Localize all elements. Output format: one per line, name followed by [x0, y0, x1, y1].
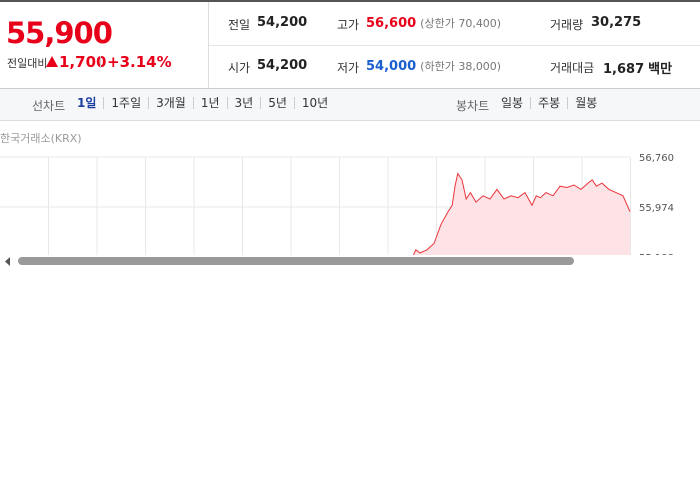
- period-tab[interactable]: 5년: [260, 97, 294, 109]
- stat-label: 시가: [228, 61, 251, 75]
- y-tick-label: 55,188: [639, 253, 674, 255]
- candle-tabs: 일봉 주봉 월봉: [494, 97, 604, 109]
- stat-value: 56,600: [366, 16, 417, 31]
- period-tab[interactable]: 1주일: [103, 97, 148, 109]
- stat-value-row: 54,200: [257, 58, 307, 73]
- top-border: [0, 0, 700, 2]
- stat-value: 54,200: [257, 15, 308, 30]
- stat-label: 고가: [337, 18, 360, 32]
- stat-value-row: 54,000 (하한가 38,000): [366, 58, 501, 74]
- period-tabs: 1일 1주일 3개월 1년 3년 5년 10년: [70, 97, 335, 109]
- stat-label: 저가: [337, 61, 360, 75]
- stat-value: 30,275: [591, 15, 642, 30]
- period-tab[interactable]: 3개월: [148, 97, 193, 109]
- divider: [209, 45, 700, 46]
- change: 1,700: [59, 53, 107, 71]
- period-tab[interactable]: 1일: [77, 96, 97, 110]
- change-pct: +3.14%: [107, 53, 172, 71]
- price-line: [412, 172, 631, 255]
- change-label: 전일대비: [7, 57, 48, 70]
- scroll-left[interactable]: [4, 257, 12, 266]
- y-tick-label: 55,974: [639, 203, 674, 214]
- chart: 56,760 55,974 55,188: [0, 153, 674, 255]
- stat-value: 1,687: [603, 62, 645, 77]
- stat-label: 거래대금: [550, 61, 595, 75]
- area: [413, 173, 630, 255]
- period-tab[interactable]: 10년: [293, 97, 335, 109]
- y-tick-label: 56,760: [639, 153, 674, 164]
- candle-tab[interactable]: 월봉: [567, 97, 604, 109]
- scroll-thumb[interactable]: [18, 257, 574, 265]
- divider: [100, 56, 101, 68]
- period-tab[interactable]: 3년: [226, 97, 261, 109]
- stat-value-row: 54,200: [257, 15, 307, 30]
- up-arrow: [46, 56, 58, 67]
- stat-value: 54,000: [366, 59, 417, 74]
- line-chart-label: 선차트: [32, 99, 66, 113]
- stat-value-row: 56,600 (상한가 70,400): [366, 15, 501, 31]
- stat-unit: 백만: [648, 62, 673, 77]
- tab-bar: [0, 88, 700, 121]
- divider: [208, 2, 209, 88]
- price: 55,900: [6, 16, 113, 50]
- stat-note: (상한가 70,400): [420, 17, 502, 30]
- candle-chart-label: 봉차트: [456, 99, 490, 113]
- period-tab[interactable]: 1년: [192, 97, 227, 109]
- stat-value: 54,200: [257, 58, 308, 73]
- candle-tab[interactable]: 일봉: [501, 96, 524, 110]
- stat-note: (하한가 38,000): [420, 60, 502, 73]
- stat-value-row: 30,275: [591, 15, 641, 30]
- candle-tab[interactable]: 주봉: [530, 97, 567, 109]
- stat-label: 거래량: [550, 18, 584, 32]
- stat-label: 전일: [228, 18, 251, 32]
- stat-value-row: 1,687 백만: [603, 58, 672, 77]
- source: 한국거래소(KRX): [0, 132, 82, 145]
